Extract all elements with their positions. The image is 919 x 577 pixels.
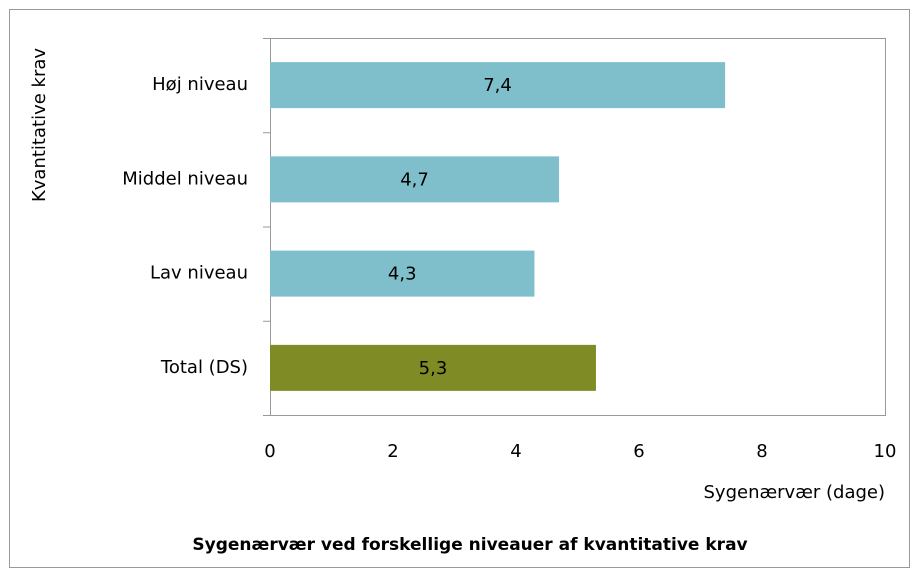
bar bbox=[270, 344, 596, 391]
bar bbox=[270, 156, 560, 203]
bar bbox=[270, 250, 535, 297]
plot-frame bbox=[270, 38, 886, 416]
y-tick-label: Middel niveau bbox=[122, 168, 248, 189]
y-tick-label: Høj niveau bbox=[152, 74, 248, 95]
x-tick-label: 0 bbox=[264, 441, 275, 462]
x-axis-title: Sygenærvær (dage) bbox=[703, 482, 885, 503]
x-tick-label: 6 bbox=[633, 441, 644, 462]
data-label: 7,4 bbox=[483, 75, 512, 96]
data-label: 4,7 bbox=[400, 169, 429, 190]
chart-title: Sygenærvær ved forskellige niveauer af k… bbox=[192, 535, 747, 555]
x-tick-label: 10 bbox=[874, 441, 897, 462]
x-tick-label: 2 bbox=[387, 441, 398, 462]
bar bbox=[270, 62, 726, 109]
x-tick-label: 4 bbox=[510, 441, 521, 462]
data-label: 4,3 bbox=[388, 264, 417, 285]
y-tick-label: Lav niveau bbox=[150, 263, 248, 284]
x-tick-label: 8 bbox=[756, 441, 767, 462]
y-axis-title: Kvantitative krav bbox=[29, 48, 50, 202]
y-tick-label: Total (DS) bbox=[160, 357, 248, 378]
data-label: 5,3 bbox=[419, 358, 448, 379]
